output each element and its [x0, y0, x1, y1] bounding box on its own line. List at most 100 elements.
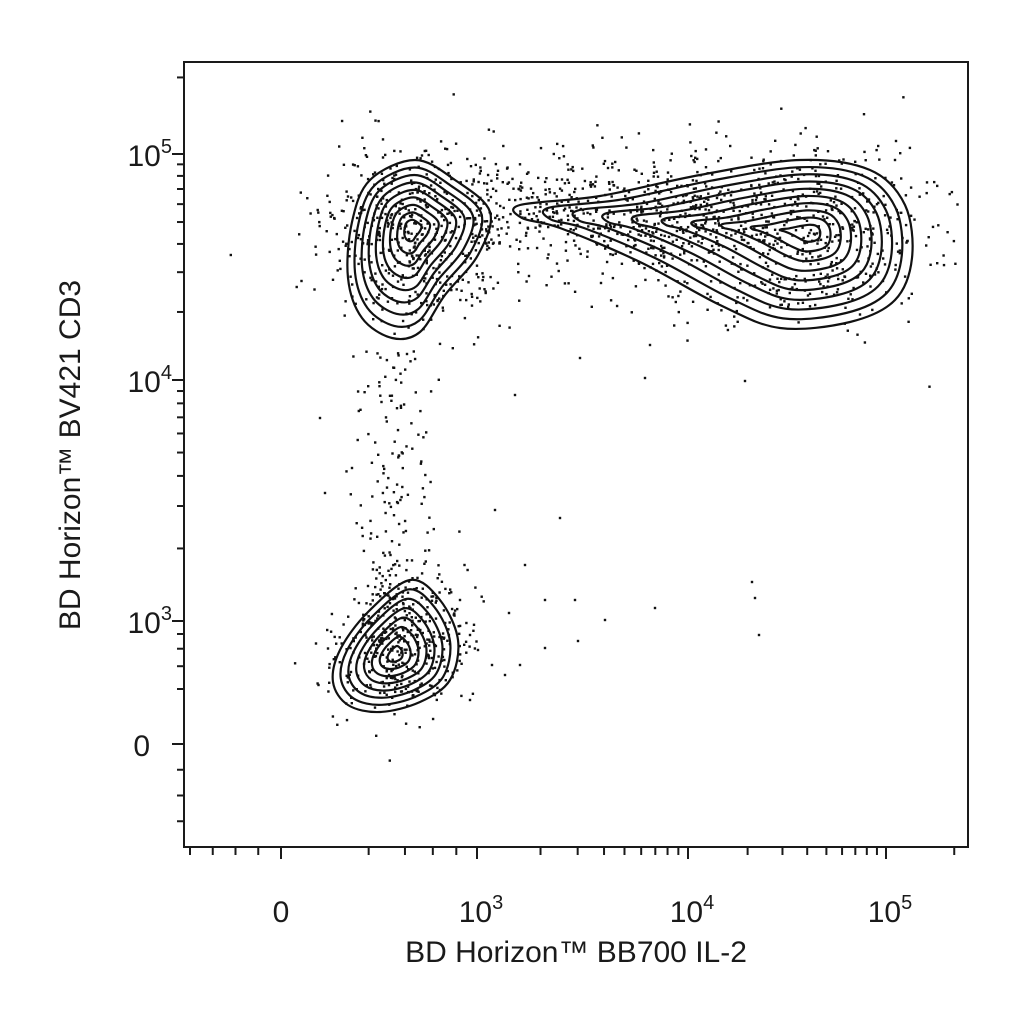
event-dot-344: [338, 259, 341, 262]
event-dot-553: [956, 203, 959, 206]
event-dot-2104: [382, 464, 385, 468]
event-dot-467: [382, 178, 385, 182]
event-dot-1119: [650, 246, 653, 250]
event-dot-1609: [607, 181, 611, 184]
event-dot-2187: [523, 563, 527, 567]
event-dot-424: [460, 289, 463, 292]
event-dot-199: [419, 258, 422, 261]
event-dot-1171: [813, 148, 816, 152]
event-dot-792: [817, 255, 820, 258]
event-dot-1423: [581, 167, 584, 170]
event-dot-439: [478, 287, 481, 290]
event-dot-2205: [468, 633, 472, 637]
event-dot-268: [400, 222, 403, 225]
event-dot-1517: [682, 231, 685, 234]
event-dot-115: [515, 238, 518, 241]
event-dot-1782: [406, 685, 410, 688]
event-dot-588: [851, 298, 854, 301]
event-dot-473: [389, 216, 392, 220]
event-dot-707: [759, 203, 763, 206]
event-dot-1247: [579, 252, 582, 256]
event-dot-969: [908, 146, 912, 150]
event-dot-2009: [391, 658, 394, 661]
event-dot-1375: [574, 244, 577, 247]
event-dot-1426: [506, 166, 509, 169]
event-dot-1066: [760, 281, 763, 284]
event-dot-75: [475, 264, 479, 267]
event-dot-2019: [379, 588, 382, 591]
event-dot-1188: [479, 207, 483, 210]
event-dot-1587: [525, 231, 528, 235]
event-dot-2068: [399, 404, 403, 407]
event-dot-1199: [663, 246, 666, 249]
event-dot-1552: [640, 209, 643, 213]
event-dot-433: [380, 287, 384, 291]
event-dot-1285: [601, 272, 604, 275]
event-dot-350: [402, 283, 405, 286]
event-dot-145: [360, 174, 363, 177]
event-dot-750: [826, 216, 829, 219]
event-dot-1002: [803, 241, 806, 245]
event-dot-403: [366, 177, 370, 181]
event-dot-450: [412, 257, 415, 261]
event-dot-80: [441, 306, 444, 309]
event-dot-1954: [400, 682, 403, 686]
event-dot-322: [391, 226, 394, 230]
event-dot-1232: [571, 209, 574, 213]
event-dot-868: [701, 224, 704, 227]
event-dot-1145: [774, 139, 777, 142]
event-dot-774: [760, 213, 763, 217]
event-dot-797: [806, 234, 810, 238]
event-dot-2167: [356, 438, 359, 442]
event-dot-442: [492, 130, 495, 133]
event-dot-702: [725, 231, 728, 235]
event-dot-639: [761, 167, 765, 170]
event-dot-438: [476, 336, 480, 339]
event-dot-685: [942, 263, 946, 267]
event-dot-1298: [606, 166, 610, 170]
event-dot-1045: [817, 174, 821, 178]
event-dot-852: [796, 252, 799, 255]
event-dot-2040: [397, 587, 400, 590]
event-dot-1910: [328, 662, 331, 666]
event-dot-1153: [814, 169, 817, 172]
event-dot-988: [762, 252, 765, 255]
event-dot-1512: [666, 171, 670, 174]
event-dot-324: [457, 225, 460, 229]
event-dot-1208: [511, 177, 514, 181]
event-dot-349: [399, 202, 402, 205]
event-dot-532: [873, 273, 877, 276]
event-dot-1324: [471, 232, 474, 236]
event-dot-1195: [655, 184, 658, 188]
event-dot-1345: [652, 247, 655, 250]
event-dot-2163: [352, 355, 355, 358]
event-dot-1578: [598, 227, 602, 230]
event-dot-1891: [332, 658, 335, 661]
event-dot-589: [824, 241, 827, 245]
event-dot-340: [370, 279, 373, 282]
event-dot-1921: [424, 620, 427, 623]
event-dot-1038: [692, 187, 696, 190]
event-dot-309: [436, 197, 439, 201]
event-dot-560: [824, 209, 828, 212]
event-dot-190: [432, 223, 436, 226]
event-dot-1797: [326, 628, 329, 632]
event-dot-1270: [625, 146, 628, 149]
event-dot-466: [390, 182, 393, 185]
event-dot-976: [567, 282, 570, 285]
event-dot-1030: [753, 284, 757, 287]
event-dot-567: [835, 204, 838, 207]
event-dot-1178: [864, 159, 867, 162]
event-dot-2156: [396, 428, 400, 432]
event-dot-2021: [366, 657, 369, 660]
event-dot-570: [885, 228, 889, 231]
event-dot-712: [806, 294, 810, 297]
event-dot-1268: [502, 144, 505, 148]
event-dot-356: [344, 300, 347, 303]
event-dot-586: [918, 195, 921, 198]
event-dot-1186: [670, 175, 673, 178]
event-dot-1356: [519, 210, 522, 213]
event-dot-1399: [479, 166, 482, 169]
event-dot-416: [473, 216, 477, 220]
event-dot-547: [948, 192, 951, 196]
